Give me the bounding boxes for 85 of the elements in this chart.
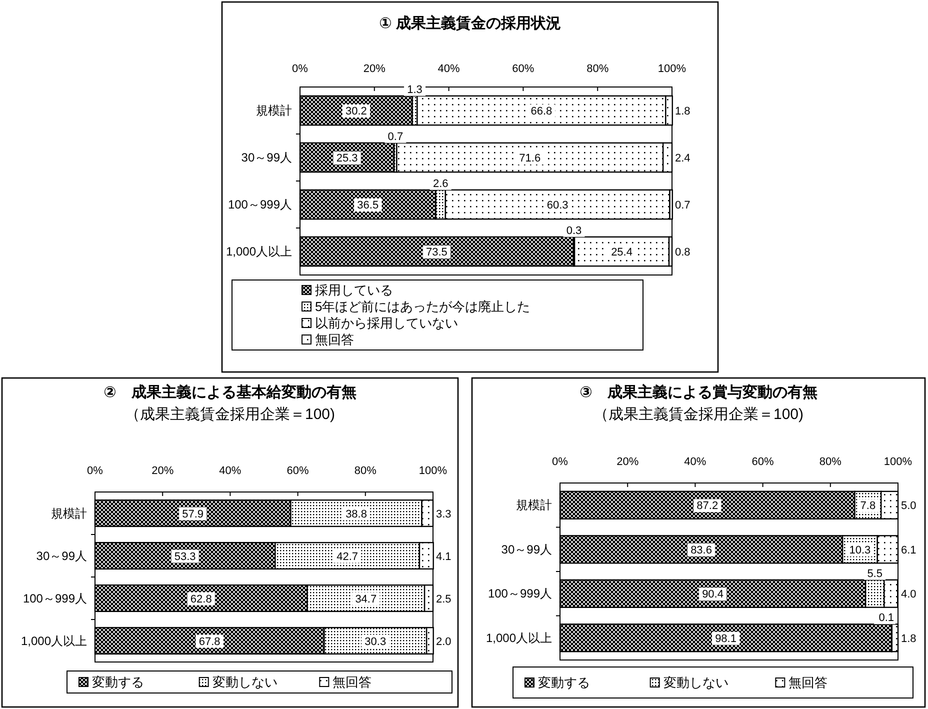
data-label: 83.6 <box>690 544 712 556</box>
y-tick-label: 30～99人 <box>241 150 292 164</box>
y-tick-label: 30～99人 <box>36 548 87 563</box>
y-tick-label: 規模計 <box>256 104 292 118</box>
data-label: 6.1 <box>901 544 916 556</box>
data-label: 36.5 <box>357 200 379 212</box>
x-tick-label: 20% <box>152 465 174 477</box>
data-label: 71.6 <box>519 152 541 164</box>
data-label: 5.5 <box>867 568 882 580</box>
legend-label: 変動しない <box>212 674 278 690</box>
x-tick-label: 100% <box>884 456 912 468</box>
y-tick-label: 1,000人以上 <box>226 244 292 258</box>
data-label: 1.8 <box>901 632 916 645</box>
y-tick-label: 30～99人 <box>501 542 552 556</box>
data-label: 25.4 <box>611 246 632 258</box>
x-tick-label: 40% <box>219 465 242 477</box>
data-label: 57.9 <box>182 508 204 520</box>
data-label: 5.0 <box>901 500 916 512</box>
legend-label: 変動する <box>92 674 144 690</box>
y-tick-label: 100～999人 <box>488 586 552 601</box>
data-label: 1.8 <box>675 106 690 118</box>
y-tick-label: 100～999人 <box>228 198 292 212</box>
data-label: 53.3 <box>174 550 196 563</box>
chart-title: ③ 成果主義による賞与変動の有無 <box>580 383 818 401</box>
data-label: 0.1 <box>878 612 894 624</box>
y-tick-label: 100～999人 <box>22 591 87 606</box>
data-label: 90.4 <box>702 588 724 601</box>
x-tick-label: 100% <box>658 63 686 75</box>
data-label: 4.0 <box>901 588 916 601</box>
data-label: 42.7 <box>336 550 358 563</box>
x-tick-label: 80% <box>354 465 377 477</box>
data-label: 0.7 <box>388 130 404 143</box>
legend-label: 変動する <box>538 675 590 690</box>
chart-title: ② 成果主義による基本給変動の有無 <box>104 383 356 401</box>
legend-label: 無回答 <box>788 675 828 690</box>
chart-title: ① 成果主義賃金の採用状況 <box>379 14 561 32</box>
x-tick-label: 20% <box>616 456 639 468</box>
data-label: 30.2 <box>345 106 367 118</box>
data-label: 60.3 <box>546 200 568 212</box>
x-tick-label: 80% <box>819 456 842 468</box>
data-label: 67.8 <box>198 636 220 648</box>
data-label: 98.1 <box>715 632 736 645</box>
data-label: 73.5 <box>426 246 448 258</box>
data-label: 2.4 <box>675 152 690 164</box>
x-tick-label: 40% <box>438 63 460 75</box>
legend-label: 5年ほど前にはあったが今は廃止した <box>315 299 530 314</box>
data-label: 2.6 <box>432 178 448 190</box>
y-tick-label: 1,000人以上 <box>20 634 87 648</box>
data-label: 25.3 <box>336 152 358 164</box>
x-tick-label: 80% <box>586 63 609 75</box>
legend-label: 以前から採用していない <box>315 316 458 330</box>
data-label: 2.0 <box>436 636 452 648</box>
data-label: 30.3 <box>364 636 386 648</box>
data-label: 4.1 <box>436 550 452 563</box>
data-label: 0.7 <box>675 200 690 212</box>
data-label: 87.2 <box>696 500 718 512</box>
x-tick-label: 60% <box>286 465 310 477</box>
data-label: 34.7 <box>355 593 377 606</box>
x-tick-label: 100% <box>418 465 448 477</box>
chart-subtitle: （成果主義賃金採用企業＝100) <box>593 406 804 423</box>
x-tick-label: 20% <box>363 63 386 75</box>
y-tick-label: 規模計 <box>51 506 87 520</box>
y-tick-label: 1,000人以上 <box>486 630 552 645</box>
legend-label: 無回答 <box>332 674 372 690</box>
data-label: 1.3 <box>407 84 422 96</box>
data-label: 62.8 <box>190 593 212 606</box>
x-tick-label: 0% <box>87 465 104 477</box>
data-label: 3.3 <box>436 508 452 520</box>
data-label: 2.5 <box>436 593 452 606</box>
legend-label: 無回答 <box>315 332 354 347</box>
chart-subtitle: （成果主義賃金採用企業＝100) <box>124 406 336 423</box>
y-tick-label: 規模計 <box>516 498 552 512</box>
data-label: 38.8 <box>346 508 367 520</box>
x-tick-label: 0% <box>552 456 568 468</box>
data-label: 66.8 <box>530 106 552 118</box>
data-label: 7.8 <box>860 500 876 512</box>
x-tick-label: 60% <box>512 63 534 75</box>
x-tick-label: 60% <box>752 456 774 468</box>
legend-label: 変動しない <box>663 675 728 690</box>
x-tick-label: 0% <box>292 63 308 75</box>
legend-label: 採用している <box>315 282 393 298</box>
data-label: 0.3 <box>566 224 582 237</box>
x-tick-label: 40% <box>684 456 706 468</box>
data-label: 10.3 <box>849 544 871 556</box>
data-label: 0.8 <box>675 246 690 258</box>
